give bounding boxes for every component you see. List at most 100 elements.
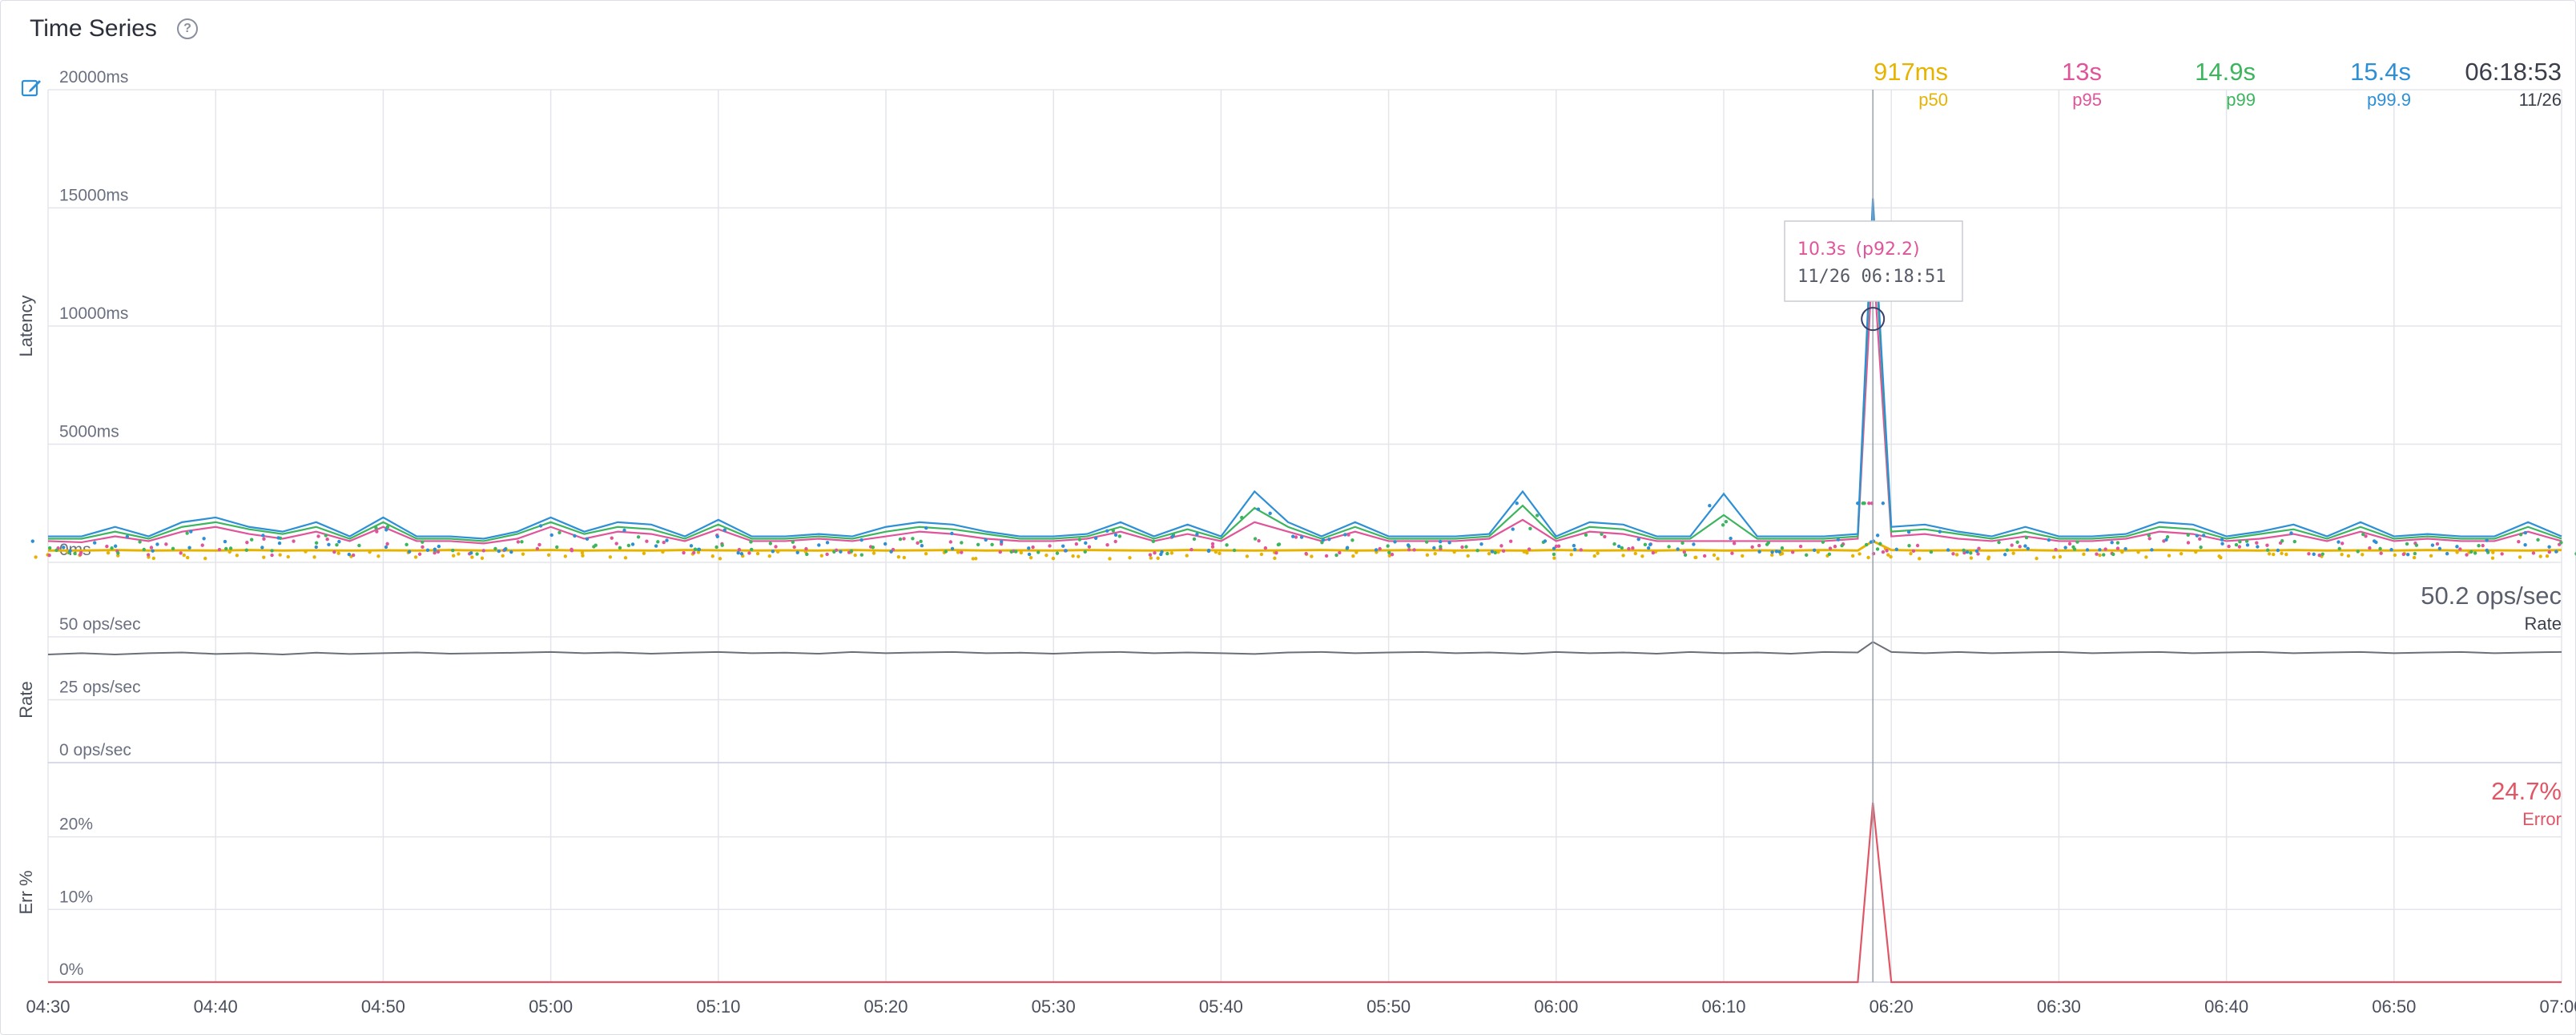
sample-dot	[626, 543, 631, 548]
sample-dot	[1886, 553, 1890, 557]
sample-dot	[1596, 551, 1600, 555]
sample-dot	[179, 551, 183, 555]
y-tick-label: 20%	[59, 816, 93, 834]
sample-dot	[113, 544, 118, 548]
sample-dot	[1732, 542, 1737, 546]
sample-dot	[990, 542, 994, 547]
sample-dot	[817, 543, 821, 547]
help-icon[interactable]: ?	[177, 18, 198, 39]
sample-dot	[1918, 557, 1922, 561]
sample-dot	[2234, 542, 2239, 547]
y-axis-title: Rate	[16, 681, 36, 718]
sample-dot	[1683, 553, 1688, 558]
sample-dot	[2237, 545, 2242, 549]
x-tick-label: 05:50	[1366, 997, 1411, 1017]
sample-dot	[1881, 550, 1886, 554]
x-tick-label: 06:50	[2372, 997, 2416, 1017]
sample-dot	[608, 555, 613, 559]
sample-dot	[155, 542, 159, 546]
sample-dot	[425, 548, 430, 553]
sample-dot	[1730, 551, 1734, 555]
x-tick-label: 04:40	[194, 997, 238, 1017]
sample-dot	[47, 546, 52, 550]
sample-dot	[2523, 530, 2528, 535]
sample-dot	[2179, 551, 2184, 556]
sample-dot	[2465, 553, 2469, 557]
edit-icon[interactable]	[20, 76, 42, 99]
sample-dot	[1869, 540, 1874, 544]
sample-dot	[1210, 545, 1215, 549]
sample-dot	[537, 542, 541, 547]
sample-dot	[1218, 551, 1222, 556]
sample-dot	[2011, 551, 2015, 555]
sample-dot	[2477, 543, 2481, 548]
sample-dot	[1117, 534, 1122, 538]
sample-dot	[1077, 554, 1081, 558]
sample-dot	[1447, 541, 1451, 545]
sample-dot	[2256, 545, 2260, 549]
sample-dot	[2095, 552, 2099, 556]
sample-dot	[1816, 550, 1820, 554]
sample-dot	[1894, 547, 1898, 552]
sample-dot	[549, 533, 553, 538]
sample-dot	[739, 552, 744, 556]
sample-dot	[950, 531, 954, 536]
sample-dot	[277, 541, 282, 546]
sample-dot	[1031, 545, 1035, 550]
sample-dot	[774, 545, 778, 549]
sample-dot	[697, 547, 702, 552]
hover-circle	[1861, 307, 1886, 332]
sample-dot	[1535, 513, 1540, 518]
sample-dot	[1864, 542, 1869, 547]
sample-dot	[902, 555, 907, 560]
rate-series	[47, 641, 2562, 655]
sample-dot	[557, 530, 561, 534]
sample-dot	[592, 545, 596, 549]
sample-dot	[2523, 542, 2527, 547]
sample-dot	[573, 534, 577, 538]
sample-dot	[1643, 542, 1648, 547]
header-value-p99.9: 15.4s	[2350, 58, 2411, 86]
sample-dot	[1499, 544, 1503, 548]
sample-dot	[747, 551, 751, 555]
sample-dot	[682, 550, 686, 555]
sample-dot	[1433, 551, 1437, 556]
sample-dot	[919, 539, 923, 543]
sample-dot	[2063, 546, 2067, 550]
sample-dot	[116, 554, 120, 558]
sample-dot	[1827, 552, 1832, 557]
sample-dot	[262, 555, 266, 559]
sample-dot	[1169, 551, 1174, 555]
sample-dot	[720, 543, 724, 547]
sample-dot	[327, 542, 331, 546]
sample-dot	[186, 555, 190, 560]
error-series	[48, 802, 2562, 984]
sample-dot	[2186, 541, 2191, 545]
sample-dot	[960, 541, 964, 545]
series-line-error	[48, 802, 2562, 984]
sample-dot	[1170, 534, 1175, 538]
sample-dot	[2267, 552, 2272, 556]
sample-dot	[2098, 548, 2102, 552]
sample-dot	[916, 541, 920, 546]
sample-dot	[509, 550, 513, 554]
y-axis-title: Latency	[16, 295, 36, 356]
sample-dot	[902, 537, 906, 541]
rate-label: Rate	[2525, 614, 2562, 634]
sample-dot	[413, 555, 418, 559]
sample-dot	[138, 540, 142, 544]
sample-dot	[1682, 550, 1686, 554]
sample-dot	[1620, 546, 1624, 550]
sample-dot	[1460, 545, 1464, 550]
sample-dot	[1156, 556, 1160, 561]
sample-dot	[1680, 541, 1684, 546]
sample-dot	[2265, 543, 2269, 547]
sample-dot	[2067, 542, 2072, 546]
header-label-p50: p50	[1918, 90, 1948, 110]
sample-dot	[451, 548, 455, 553]
sample-dot	[2280, 551, 2284, 556]
sample-dot	[1501, 549, 1506, 553]
sample-dot	[116, 551, 120, 555]
sample-dot	[347, 552, 352, 557]
